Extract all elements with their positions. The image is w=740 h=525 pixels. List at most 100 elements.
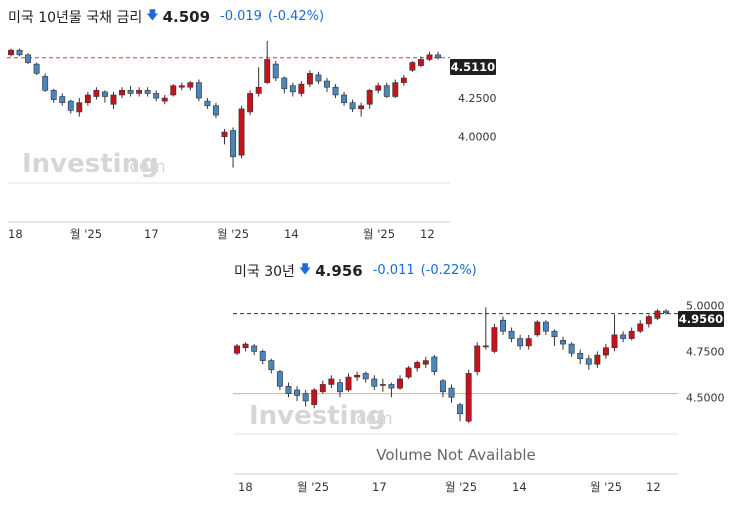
candle	[187, 81, 194, 91]
candle-body	[268, 360, 275, 371]
candle	[400, 74, 407, 86]
candle-body	[448, 387, 455, 398]
candle	[448, 384, 455, 403]
candle-body	[16, 49, 23, 56]
candle	[508, 327, 515, 343]
candle-body	[628, 330, 635, 339]
candle	[16, 48, 23, 57]
candle	[594, 351, 601, 368]
candle	[195, 79, 202, 102]
candle-body	[362, 373, 369, 380]
x-tick-label: 12	[646, 480, 661, 494]
candle-body	[358, 105, 365, 110]
candle-body	[153, 93, 160, 99]
candle-body	[259, 351, 266, 361]
candle-body	[67, 100, 74, 111]
candle	[306, 70, 313, 88]
candle	[332, 84, 339, 99]
candle	[435, 51, 441, 60]
down-arrow-icon: 🡇	[298, 262, 312, 276]
instrument-name[interactable]: 미국 30년	[234, 263, 295, 280]
candlestick-chart[interactable]: Investing .com Volume Not Available 5.00…	[228, 258, 740, 525]
candle-body	[144, 90, 151, 94]
candle	[431, 355, 438, 376]
candle-body	[319, 384, 326, 393]
candle-body	[491, 327, 498, 352]
candle	[405, 366, 412, 379]
chart-panel-10y: 미국 10년물 국채 금리 🡇 4.509 -0.019 (-0.42%) In…	[0, 0, 500, 250]
candle	[298, 81, 305, 97]
candle-body	[289, 85, 296, 93]
watermark-brand: Investing	[22, 149, 159, 179]
price-change-percent: (-0.42%)	[267, 9, 325, 24]
candle	[8, 48, 14, 57]
candle	[247, 90, 254, 116]
candle	[328, 375, 335, 389]
candle	[439, 378, 446, 398]
candle-body	[76, 102, 83, 113]
candle-body	[349, 102, 356, 110]
candle-body	[264, 59, 271, 83]
candle-body	[426, 54, 433, 60]
down-arrow-icon: 🡇	[146, 8, 159, 22]
candle	[213, 102, 219, 119]
candle-body	[577, 352, 584, 360]
x-tick-label: 월 '25	[297, 480, 329, 494]
candle-body	[560, 340, 566, 345]
candle-body	[110, 94, 117, 105]
candle-body	[354, 374, 361, 378]
candle-body	[517, 338, 524, 347]
candle	[457, 402, 464, 422]
last-price: 4.956	[315, 261, 363, 280]
candle-body	[542, 321, 549, 332]
candle-body	[500, 319, 506, 332]
candle	[251, 344, 258, 356]
candle	[76, 98, 83, 117]
candle	[534, 320, 541, 337]
candle-body	[302, 393, 309, 402]
candle	[285, 382, 292, 398]
x-tick-label: 17	[144, 227, 159, 241]
candle-body	[585, 358, 592, 365]
candle-body	[525, 338, 532, 347]
candle-body	[101, 91, 108, 97]
candle-body	[568, 343, 575, 354]
last-price-badge: 4.5110	[450, 59, 496, 75]
candle-body	[187, 82, 194, 88]
candle-body	[663, 310, 669, 314]
last-price-badge-bg	[678, 311, 724, 327]
candle-body	[238, 108, 245, 156]
candle-body	[379, 384, 386, 386]
x-tick-label: 월 '25	[445, 480, 477, 494]
candle-body	[417, 59, 424, 66]
candle	[204, 98, 211, 109]
candle-body	[366, 90, 373, 105]
candle	[234, 344, 240, 356]
candle	[311, 388, 318, 409]
watermark-suffix: .com	[124, 157, 166, 177]
candle-body	[439, 380, 446, 393]
x-tick-label: 월 '25	[217, 227, 249, 241]
instrument-name[interactable]: 미국 10년물 국채 금리	[8, 9, 143, 26]
candle	[414, 360, 421, 372]
candlestick-chart[interactable]: Investing .com 4.2500 4.0000 18 월 '25 17 월 '…	[0, 0, 500, 250]
candle-body	[457, 404, 464, 415]
x-tick-label: 월 '25	[590, 480, 622, 494]
candle	[255, 67, 262, 97]
candle	[417, 56, 424, 68]
candle-body	[534, 321, 541, 336]
candle	[281, 76, 288, 94]
candle-body	[33, 63, 40, 74]
candle	[388, 382, 395, 398]
candle	[238, 105, 245, 159]
candle-body	[654, 310, 661, 319]
x-tick-label: 월 '25	[363, 227, 395, 241]
candle	[654, 309, 661, 321]
candle-body	[341, 94, 348, 103]
candle-body	[84, 94, 91, 103]
candle-body	[59, 96, 66, 103]
candle	[259, 349, 266, 365]
volume-not-available-note: Volume Not Available	[376, 446, 536, 464]
candle	[276, 369, 283, 390]
candle	[358, 102, 365, 117]
